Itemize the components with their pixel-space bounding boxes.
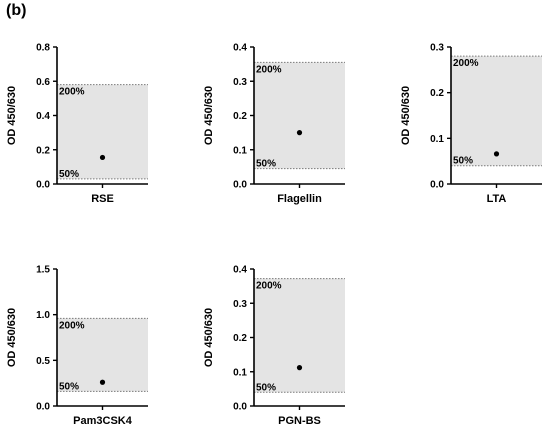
y-axis-label: OD 450/630 bbox=[6, 308, 18, 367]
chart-panel-2: 200% 50% 0.0 0.1 0.2 0.3 0.4 OD 450/630 Flagelli… bbox=[203, 43, 345, 205]
y-tick-label: 0.5 bbox=[36, 356, 50, 367]
y-tick-label: 0.1 bbox=[430, 134, 444, 145]
y-tick-label: 0.3 bbox=[430, 43, 444, 54]
y-tick-label: 0.0 bbox=[36, 180, 50, 191]
band-low-label: 50% bbox=[453, 156, 473, 167]
y-axis-label: OD 450/630 bbox=[400, 86, 412, 145]
band-high-label: 200% bbox=[59, 320, 85, 331]
data-point bbox=[493, 151, 500, 157]
x-axis-label: PGN-BS bbox=[278, 415, 321, 426]
y-tick-label: 0.4 bbox=[233, 265, 247, 276]
data-point bbox=[296, 130, 303, 136]
y-tick-label: 0.3 bbox=[233, 77, 247, 88]
band-low-label: 50% bbox=[256, 159, 276, 170]
y-tick-label: 1.0 bbox=[36, 310, 50, 321]
y-tick-label: 0.6 bbox=[36, 77, 50, 88]
y-axis-label: OD 450/630 bbox=[203, 86, 215, 145]
reference-band bbox=[57, 318, 148, 392]
y-axis-label: OD 450/630 bbox=[203, 308, 215, 367]
y-tick-label: 0.1 bbox=[233, 145, 247, 156]
chart-panel-3: 200% 50% 0.0 0.1 0.2 0.3 OD 450/630 LTA bbox=[400, 43, 542, 205]
y-tick-label: 0.0 bbox=[233, 402, 247, 413]
band-low-label: 50% bbox=[59, 169, 79, 180]
y-tick-label: 0.2 bbox=[233, 111, 247, 122]
y-tick-label: 0.0 bbox=[36, 402, 50, 413]
y-tick-label: 0.2 bbox=[233, 333, 247, 344]
band-low-label: 50% bbox=[256, 382, 276, 393]
reference-band bbox=[451, 56, 542, 166]
y-tick-label: 0.0 bbox=[430, 180, 444, 191]
data-point bbox=[99, 154, 106, 161]
y-tick-label: 0.2 bbox=[430, 88, 444, 99]
data-point bbox=[296, 365, 303, 371]
x-axis-label: RSE bbox=[91, 193, 114, 205]
band-high-label: 200% bbox=[256, 281, 282, 292]
y-tick-label: 0.1 bbox=[233, 367, 247, 378]
band-high-label: 200% bbox=[453, 58, 479, 69]
band-high-label: 200% bbox=[59, 87, 85, 98]
chart-panel-4: 200% 50% 0.0 0.5 1.0 1.5 OD 450/630 Pam3CSK4 bbox=[6, 265, 148, 426]
y-tick-label: 0.2 bbox=[36, 145, 50, 156]
reference-band bbox=[57, 84, 148, 179]
x-axis-label: Flagellin bbox=[277, 193, 322, 205]
y-tick-label: 0.0 bbox=[233, 180, 247, 191]
panel-label: (b) bbox=[6, 2, 27, 19]
y-tick-label: 1.5 bbox=[36, 265, 50, 276]
x-axis-label: LTA bbox=[487, 193, 507, 205]
y-tick-label: 0.4 bbox=[36, 111, 50, 122]
reference-band bbox=[254, 278, 345, 393]
reference-band bbox=[254, 62, 345, 169]
y-tick-label: 0.4 bbox=[233, 43, 247, 54]
y-tick-label: 0.3 bbox=[233, 299, 247, 310]
data-point bbox=[99, 379, 106, 385]
x-axis-label: Pam3CSK4 bbox=[73, 415, 133, 426]
y-tick-label: 0.8 bbox=[36, 43, 50, 54]
band-low-label: 50% bbox=[59, 381, 79, 392]
chart-panel-5: 200% 50% 0.0 0.1 0.2 0.3 0.4 OD 450/630 PGN-BS bbox=[203, 265, 345, 426]
y-axis-label: OD 450/630 bbox=[6, 86, 18, 145]
band-high-label: 200% bbox=[256, 64, 282, 75]
chart-panel-1: 200% 50% 0.0 0.2 0.4 0.6 0.8 OD 450/630 RSE bbox=[6, 43, 148, 205]
